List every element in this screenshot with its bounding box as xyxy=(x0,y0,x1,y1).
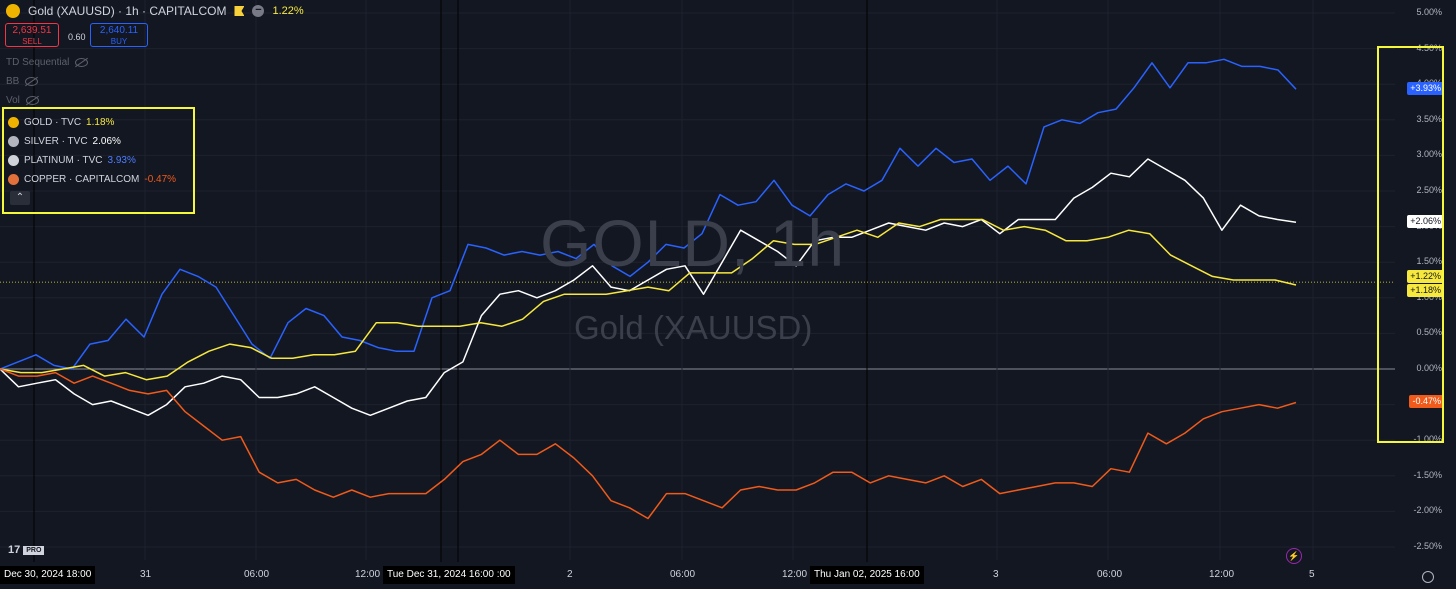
spread-value: 0.60 xyxy=(68,32,86,42)
gold-symbol-icon xyxy=(6,4,20,18)
lightning-icon[interactable]: ⚡ xyxy=(1286,548,1302,564)
indicator-bb[interactable]: BB xyxy=(6,76,39,87)
y-tick-label: 0.00% xyxy=(1416,363,1442,373)
gold-symbol-icon xyxy=(8,116,19,128)
y-tick-label: 4.50% xyxy=(1416,42,1442,53)
price-tag: +3.93% xyxy=(1407,82,1444,96)
y-tick-label: 3.00% xyxy=(1416,149,1442,160)
indicator-td-sequential[interactable]: TD Sequential xyxy=(6,57,89,68)
indicator-label: BB xyxy=(6,76,20,87)
buy-label: BUY xyxy=(110,37,128,46)
watermark-sub: Gold (XAUUSD) xyxy=(574,309,813,346)
indicator-vol[interactable]: Vol xyxy=(6,95,39,106)
legend-value: 3.93% xyxy=(107,154,136,166)
y-tick-label: -1.50% xyxy=(1413,469,1442,480)
settings-gear-icon[interactable] xyxy=(1422,571,1434,583)
indicator-label: Vol xyxy=(6,95,20,106)
y-tick-label: -2.50% xyxy=(1413,541,1442,551)
price-tag: +2.06% xyxy=(1407,215,1444,229)
y-tick-label: 3.50% xyxy=(1416,113,1442,124)
legend-item-silver[interactable]: SILVER · TVC 2.06% xyxy=(8,133,121,149)
price-tag: -0.47% xyxy=(1409,395,1444,409)
x-tick-label: 12:00 xyxy=(355,569,381,580)
legend-value: 1.18% xyxy=(86,116,115,128)
x-tick-label: 3 xyxy=(993,569,999,580)
hidden-eye-icon[interactable] xyxy=(75,58,89,67)
legend-name: COPPER · CAPITALCOM xyxy=(24,173,140,185)
platinum-symbol-icon xyxy=(8,154,19,166)
y-tick-label: 1.50% xyxy=(1416,256,1442,267)
pro-badge: PRO xyxy=(23,545,45,555)
legend-name: SILVER · TVC xyxy=(24,135,88,147)
sell-button[interactable]: 2,639.51 SELL xyxy=(5,23,59,47)
remove-icon[interactable]: − xyxy=(252,5,265,17)
sell-price: 2,639.51 xyxy=(12,25,52,36)
change-percent: 1.22% xyxy=(272,5,304,17)
x-date-label: Tue Dec 31, 2024 16:00 :00 xyxy=(383,566,515,584)
silver-symbol-icon xyxy=(8,135,19,147)
symbol-title[interactable]: Gold (XAUUSD) · 1h · CAPITALCOM xyxy=(28,4,227,18)
price-tag: +1.18% xyxy=(1407,283,1444,297)
y-tick-label: 2.50% xyxy=(1416,185,1442,195)
legend-item-copper[interactable]: COPPER · CAPITALCOM -0.47% xyxy=(8,171,176,187)
buy-price: 2,640.11 xyxy=(99,25,139,36)
copper-symbol-icon xyxy=(8,173,19,185)
y-tick-label: -2.00% xyxy=(1413,505,1442,516)
legend-value: 2.06% xyxy=(92,135,121,147)
tv-logo-icon: 17 xyxy=(8,544,21,556)
x-date-label: Dec 30, 2024 18:00 xyxy=(0,566,96,584)
x-tick-label: 06:00 xyxy=(1097,569,1123,580)
symbol-header[interactable]: Gold (XAUUSD) · 1h · CAPITALCOM − 1.22% xyxy=(6,3,304,19)
hidden-eye-icon[interactable] xyxy=(25,77,39,86)
flag-icon[interactable] xyxy=(234,6,245,16)
series-line-silver[interactable] xyxy=(0,158,1297,417)
x-tick-label: 12:00 xyxy=(1209,569,1235,580)
x-tick-label: 31 xyxy=(140,569,152,580)
legend-item-platinum[interactable]: PLATINUM · TVC 3.93% xyxy=(8,152,136,168)
legend-name: GOLD · TVC xyxy=(24,116,82,128)
legend-value: -0.47% xyxy=(144,173,177,185)
x-tick-label: 5 xyxy=(1309,569,1315,580)
x-tick-label: 2 xyxy=(567,569,573,580)
tradingview-logo[interactable]: 17 PRO xyxy=(8,544,45,556)
x-date-label: Thu Jan 02, 2025 16:00 xyxy=(810,566,924,584)
series-line-gold[interactable] xyxy=(0,218,1297,381)
x-tick-label: 12:00 xyxy=(782,569,808,580)
buy-button[interactable]: 2,640.11 BUY xyxy=(90,23,148,47)
series-line-platinum[interactable] xyxy=(0,58,1297,370)
watermark-main: GOLD, 1h xyxy=(540,206,846,280)
series-line-copper[interactable] xyxy=(0,368,1297,520)
y-tick-label: 5.00% xyxy=(1416,7,1442,17)
compare-legend: GOLD · TVC 1.18% SILVER · TVC 2.06% PLAT… xyxy=(2,107,195,214)
sell-label: SELL xyxy=(22,37,42,46)
price-tag: +1.22% xyxy=(1407,270,1444,284)
hidden-eye-icon[interactable] xyxy=(25,96,39,105)
indicator-label: TD Sequential xyxy=(6,57,70,68)
collapse-legend-button[interactable]: ⌃ xyxy=(10,191,30,205)
legend-item-gold[interactable]: GOLD · TVC 1.18% xyxy=(8,114,114,130)
y-tick-label: 0.50% xyxy=(1416,327,1442,338)
x-tick-label: 06:00 xyxy=(244,569,270,580)
legend-name: PLATINUM · TVC xyxy=(24,154,103,166)
y-tick-label: -1.00% xyxy=(1413,434,1442,445)
x-tick-label: 06:00 xyxy=(670,569,696,580)
